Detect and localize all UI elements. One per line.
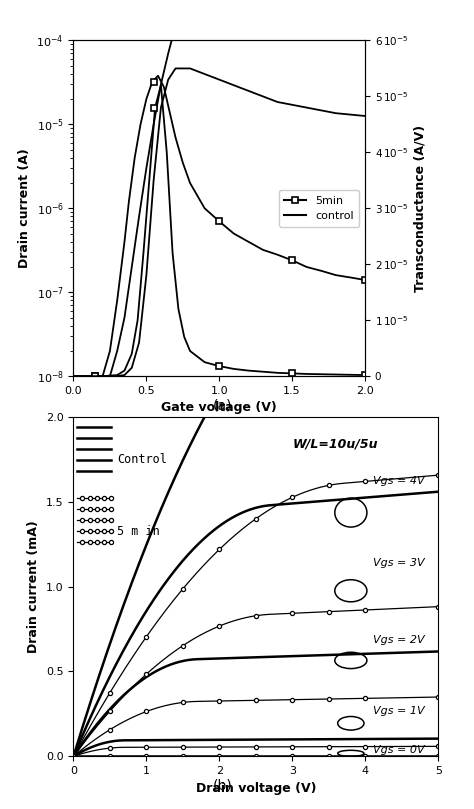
Y-axis label: Transconductance (A/V): Transconductance (A/V) [414, 125, 427, 292]
Y-axis label: Drain current (A): Drain current (A) [18, 148, 31, 269]
Text: 5 m in: 5 m in [117, 525, 160, 538]
Text: Vgs = 0V: Vgs = 0V [373, 745, 424, 755]
Text: Control: Control [117, 454, 167, 467]
Text: W/L=10u/5u: W/L=10u/5u [292, 437, 378, 450]
Legend: 5min, control: 5min, control [279, 190, 359, 227]
Text: Vgs = 2V: Vgs = 2V [373, 635, 424, 645]
X-axis label: Drain voltage (V): Drain voltage (V) [196, 781, 316, 794]
Text: (a): (a) [213, 398, 233, 412]
Text: Vgs = 1V: Vgs = 1V [373, 706, 424, 717]
Text: Vgs = 4V: Vgs = 4V [373, 477, 424, 486]
X-axis label: Gate voltage (V): Gate voltage (V) [161, 401, 277, 414]
Text: Vgs = 3V: Vgs = 3V [373, 557, 424, 568]
Text: (b): (b) [213, 778, 233, 792]
Y-axis label: Drain current (mA): Drain current (mA) [27, 520, 40, 653]
